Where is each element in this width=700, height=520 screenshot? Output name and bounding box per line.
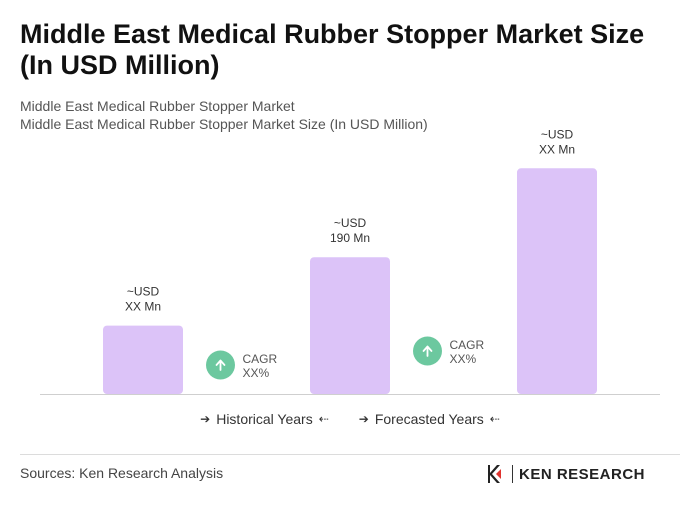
cagr-badge-1-label: CAGR bbox=[243, 352, 278, 366]
cagr-badge-2-value: XX% bbox=[450, 352, 477, 366]
footer-divider bbox=[20, 454, 680, 455]
arrow-right-icon: ➔ bbox=[358, 412, 369, 426]
bar-3-label-line-2: XX Mn bbox=[539, 142, 575, 156]
bar-2-label-line-2: 190 Mn bbox=[330, 231, 370, 245]
chart-title: Middle East Medical Rubber Stopper Marke… bbox=[20, 19, 645, 80]
cagr-badge-1-value: XX% bbox=[243, 366, 270, 380]
arrow-up-icon bbox=[215, 359, 226, 371]
ken-logo-icon bbox=[488, 465, 501, 483]
legend-historical-label: Historical Years bbox=[216, 411, 313, 427]
bar-3 bbox=[517, 168, 597, 394]
logo-separator bbox=[512, 465, 513, 483]
legend: ➔ Historical Years ⇠ ➔ Forecasted Years … bbox=[0, 409, 700, 429]
source-note: Sources: Ken Research Analysis bbox=[20, 465, 224, 481]
arrow-left-icon: ⇠ bbox=[318, 412, 329, 426]
chart-subtitle: Middle East Medical Rubber Stopper Marke… bbox=[20, 98, 295, 114]
legend-forecasted: ➔ Forecasted Years ⇠ bbox=[359, 411, 500, 427]
bar-1-label-line-1: ~USD bbox=[127, 285, 160, 299]
bar-2 bbox=[310, 257, 390, 394]
arrow-left-icon: ⇠ bbox=[489, 412, 500, 426]
bar-3-label-line-1: ~USD bbox=[541, 127, 574, 141]
legend-historical: ➔ Historical Years ⇠ bbox=[200, 411, 329, 427]
bar-1 bbox=[103, 325, 183, 394]
bar-1-label-line-2: XX Mn bbox=[125, 300, 161, 314]
cagr-badge-2-label: CAGR bbox=[450, 338, 485, 352]
legend-forecasted-label: Forecasted Years bbox=[374, 411, 484, 427]
ken-research-logo: KEN RESEARCH bbox=[486, 464, 645, 484]
arrow-up-icon bbox=[422, 345, 433, 357]
chart-subtitle-units: Middle East Medical Rubber Stopper Marke… bbox=[20, 116, 428, 132]
bar-2-label-line-1: ~USD bbox=[334, 216, 367, 230]
arrow-right-icon: ➔ bbox=[200, 412, 211, 426]
logo-text: KEN RESEARCH bbox=[519, 465, 646, 483]
